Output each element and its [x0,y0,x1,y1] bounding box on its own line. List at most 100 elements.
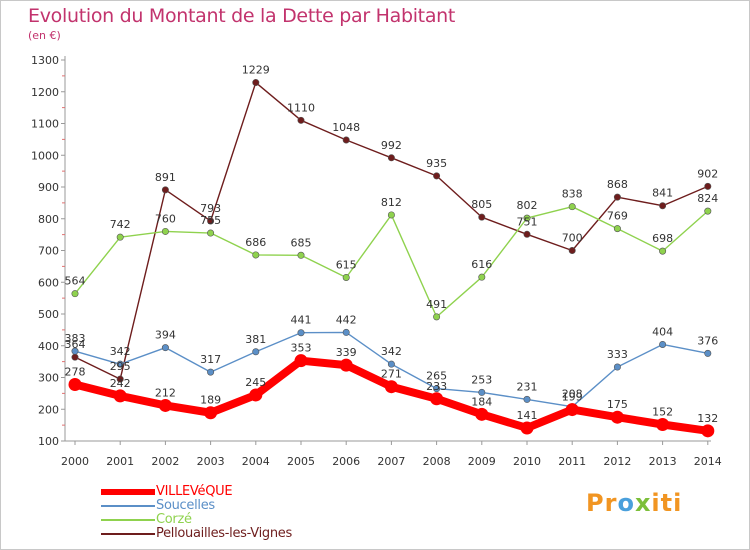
x-tick-label: 2006 [332,455,360,468]
legend-label: VILLEVéQUE [156,484,233,499]
data-point-villeveque [430,392,444,406]
x-tick-label: 2013 [649,455,677,468]
data-label-villeveque: 152 [652,405,673,418]
x-tick-label: 2004 [242,455,270,468]
data-point-pellouailles-les-vignes [161,186,169,194]
data-point-villeveque [520,421,534,435]
data-point-soucelles [161,344,169,352]
chart-title: Evolution du Montant de la Dette par Hab… [28,5,456,27]
data-label-corze: 838 [562,188,583,201]
y-tick-label: 1300 [31,54,59,67]
data-label-villeveque: 132 [697,412,718,425]
data-label-corze: 824 [697,192,718,205]
data-point-pellouailles-les-vignes [704,182,712,190]
x-tick-label: 2009 [468,455,496,468]
x-tick-label: 2001 [106,455,134,468]
data-point-corze [433,313,441,321]
data-point-villeveque [339,358,353,372]
x-tick-label: 2011 [558,455,586,468]
data-point-pellouailles-les-vignes [297,116,305,124]
logo-text: x [634,489,652,517]
data-point-pellouailles-les-vignes [116,375,124,383]
data-label-pellouailles-les-vignes: 364 [65,338,86,351]
data-label-pellouailles-les-vignes: 902 [697,167,718,180]
y-tick-label: 1100 [31,118,59,131]
data-point-villeveque [68,377,82,391]
y-tick-label: 400 [38,340,59,353]
data-label-pellouailles-les-vignes: 805 [471,198,492,211]
legend-swatch [101,519,155,521]
data-label-soucelles: 381 [245,333,266,346]
data-point-villeveque [701,424,715,438]
data-point-villeveque [113,389,127,403]
data-label-villeveque: 278 [65,365,86,378]
data-label-corze: 812 [381,196,402,209]
data-point-soucelles [387,360,395,368]
data-label-pellouailles-les-vignes: 1229 [242,64,270,77]
data-label-pellouailles-les-vignes: 868 [607,178,628,191]
data-point-villeveque [158,398,172,412]
data-label-pellouailles-les-vignes: 700 [562,232,583,245]
y-tick-label: 500 [38,308,59,321]
data-point-corze [704,207,712,215]
data-label-pellouailles-les-vignes: 1110 [287,101,315,114]
data-point-soucelles [71,347,79,355]
data-label-corze: 760 [155,212,176,225]
data-label-corze: 698 [652,232,673,245]
data-label-soucelles: 333 [607,348,628,361]
data-label-soucelles: 253 [471,373,492,386]
data-point-pellouailles-les-vignes [207,217,215,225]
data-label-pellouailles-les-vignes: 1048 [332,121,360,134]
logo-text: Pr [586,489,618,517]
data-label-villeveque: 271 [381,368,402,381]
data-point-soucelles [252,348,260,356]
y-tick-label: 1200 [31,86,59,99]
data-label-corze: 564 [65,275,86,288]
x-tick-label: 2014 [694,455,722,468]
x-tick-label: 2012 [603,455,631,468]
legend-label: Corzé [156,512,192,527]
data-label-soucelles: 404 [652,325,673,338]
data-label-pellouailles-les-vignes: 891 [155,171,176,184]
legend-label: Soucelles [156,498,215,513]
data-label-corze: 685 [291,236,312,249]
data-label-villeveque: 212 [155,386,176,399]
data-label-corze: 686 [245,236,266,249]
y-tick-label: 900 [38,181,59,194]
x-tick-label: 2010 [513,455,541,468]
legend-label: Pellouailles-les-Vignes [156,526,292,541]
x-tick-label: 2008 [423,455,451,468]
legend-swatch [101,533,155,535]
data-point-soucelles [704,349,712,357]
data-label-villeveque: 189 [200,394,221,407]
data-point-soucelles [659,340,667,348]
logo-text: o [617,489,635,517]
data-label-soucelles: 317 [200,353,221,366]
x-tick-label: 2005 [287,455,315,468]
data-point-pellouailles-les-vignes [478,213,486,221]
legend-swatch [101,489,155,495]
data-point-villeveque [249,388,263,402]
data-point-pellouailles-les-vignes [613,193,621,201]
data-point-pellouailles-les-vignes [252,79,260,87]
data-label-villeveque: 233 [426,380,447,393]
data-label-soucelles: 231 [517,380,538,393]
data-label-villeveque: 184 [471,395,492,408]
x-tick-label: 2007 [377,455,405,468]
data-label-soucelles: 265 [426,370,447,383]
data-label-villeveque: 353 [291,342,312,355]
data-point-villeveque [294,354,308,368]
y-tick-label: 200 [38,403,59,416]
data-point-corze [568,203,576,211]
data-point-corze [207,229,215,237]
data-label-soucelles: 383 [65,332,86,345]
data-point-corze [387,211,395,219]
data-point-soucelles [342,328,350,336]
logo-text: iti [651,489,683,517]
data-point-soucelles [207,368,215,376]
data-label-pellouailles-les-vignes: 992 [381,139,402,152]
data-label-pellouailles-les-vignes: 751 [517,215,538,228]
data-point-villeveque [384,380,398,394]
data-label-villeveque: 339 [336,346,357,359]
